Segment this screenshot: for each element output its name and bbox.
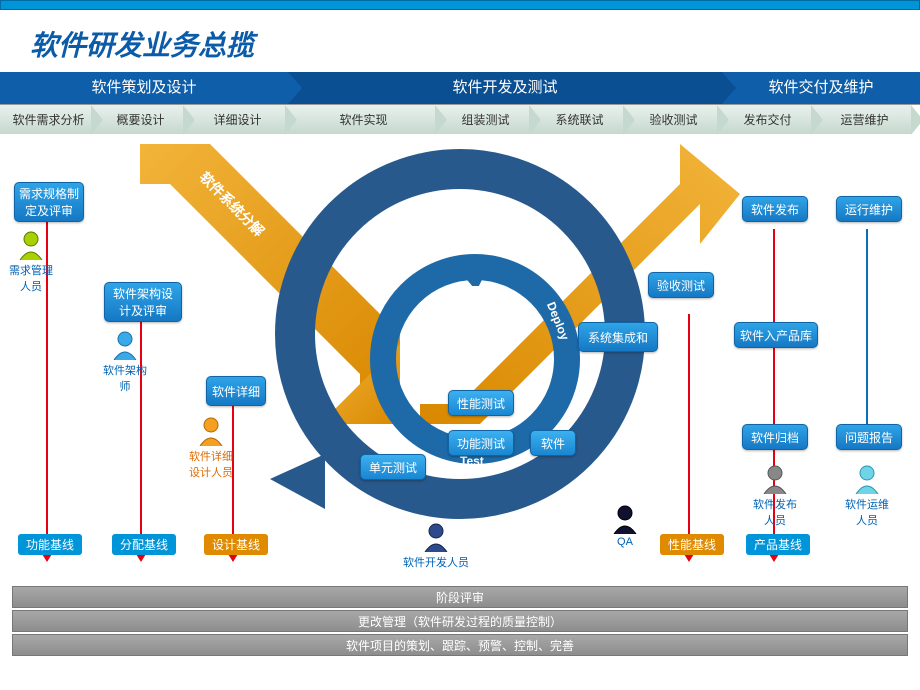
role-req-label: 需求管理人员 — [9, 265, 53, 293]
box-opmaint: 运行维护 — [836, 196, 902, 222]
box-swtest: 软件 — [530, 430, 576, 456]
diagram-canvas: 软件系统分解 需求规格制定及评审 软件架构设计及评审 软件详细 软件研发及交付 … — [0, 134, 920, 584]
sub-ops: 运营维护 — [812, 105, 912, 134]
phase-deliver: 软件交付及维护 — [722, 72, 920, 104]
phase-row: 软件策划及设计 软件开发及测试 软件交付及维护 — [0, 72, 920, 104]
role-ops: 软件运维人员 — [842, 464, 892, 528]
ring-arrowhead — [270, 454, 340, 524]
role-rel-label: 软件发布人员 — [753, 499, 797, 527]
sub-impl: 软件实现 — [286, 105, 436, 134]
phase-dev: 软件开发及测试 — [288, 72, 722, 104]
baseline-prod: 产品基线 — [746, 534, 810, 555]
role-req: 需求管理人员 — [6, 230, 56, 294]
sub-req: 软件需求分析 — [0, 105, 92, 134]
subphase-row: 软件需求分析 概要设计 详细设计 软件实现 组装测试 系统联试 验收测试 发布交… — [0, 104, 920, 134]
footer-project-ctrl: 软件项目的策划、跟踪、预警、控制、完善 — [12, 634, 908, 656]
box-sysint: 系统集成和 — [578, 322, 658, 352]
blueline-ops — [866, 229, 868, 439]
baseline-alloc: 分配基线 — [112, 534, 176, 555]
role-dev: 软件开发人员 — [396, 522, 476, 570]
sub-accept: 验收测试 — [624, 105, 718, 134]
role-arch: 软件架构师 — [100, 330, 150, 394]
role-ops-label: 软件运维人员 — [845, 499, 889, 527]
sub-release: 发布交付 — [718, 105, 812, 134]
baseline-perf: 性能基线 — [660, 534, 724, 555]
role-qa-label: QA — [617, 536, 633, 548]
box-reqspec: 需求规格制定及评审 — [14, 182, 84, 222]
ring-test: Test — [460, 454, 484, 468]
box-release: 软件发布 — [742, 196, 808, 222]
box-archive: 软件归档 — [742, 424, 808, 450]
footer-phase-review: 阶段评审 — [12, 586, 908, 608]
footer-change-mgmt: 更改管理（软件研发过程的质量控制） — [12, 610, 908, 632]
top-bar — [0, 0, 920, 10]
page-title: 软件研发业务总揽 — [30, 24, 920, 64]
box-inrepo: 软件入产品库 — [734, 322, 818, 348]
baseline-design: 设计基线 — [204, 534, 268, 555]
box-detail: 软件详细 — [206, 376, 266, 406]
role-dev-label: 软件开发人员 — [403, 557, 469, 569]
box-unit: 单元测试 — [360, 454, 426, 480]
redline-4 — [688, 314, 690, 554]
sub-detail: 详细设计 — [184, 105, 286, 134]
box-accept: 验收测试 — [648, 272, 714, 298]
box-func: 功能测试 — [448, 430, 514, 456]
role-rel: 软件发布人员 — [750, 464, 800, 528]
ring-arrowhead-2 — [455, 246, 495, 286]
box-arch: 软件架构设计及评审 — [104, 282, 182, 322]
role-qa: QA — [600, 504, 650, 548]
role-det-label: 软件详细设计人员 — [189, 451, 233, 479]
baseline-func: 功能基线 — [18, 534, 82, 555]
sub-asm: 组装测试 — [436, 105, 530, 134]
sub-concept: 概要设计 — [92, 105, 184, 134]
role-det: 软件详细设计人员 — [186, 416, 236, 480]
sub-sys: 系统联试 — [530, 105, 624, 134]
box-issue: 问题报告 — [836, 424, 902, 450]
role-arch-label: 软件架构师 — [103, 365, 147, 393]
box-perf: 性能测试 — [448, 390, 514, 416]
phase-plan: 软件策划及设计 — [0, 72, 288, 104]
